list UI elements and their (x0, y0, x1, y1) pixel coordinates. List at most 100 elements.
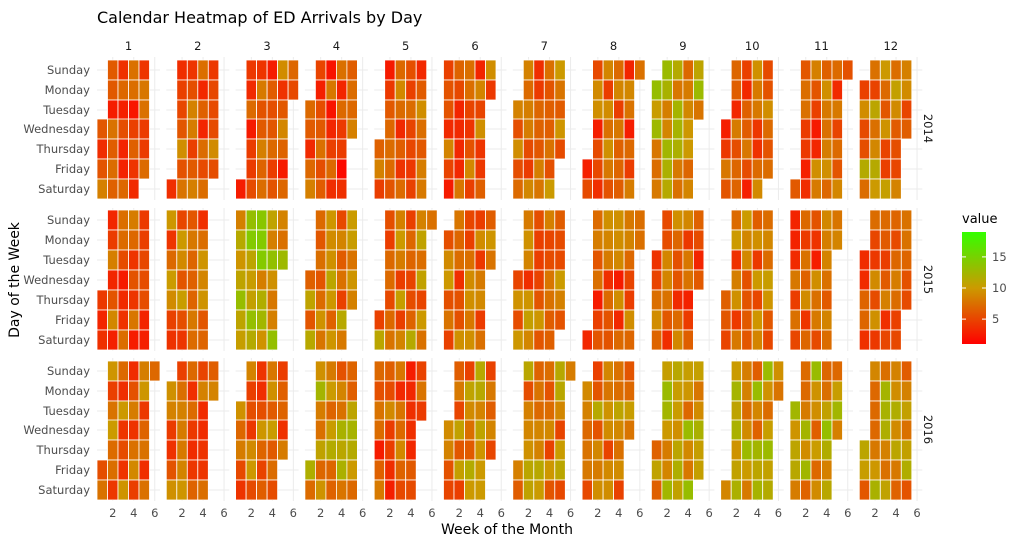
heatmap-tile (693, 459, 705, 481)
heatmap-tile (373, 360, 386, 382)
heatmap-tile (522, 178, 535, 200)
heatmap-tile (533, 380, 545, 402)
y-axis-title: Day of the Week (7, 221, 23, 338)
heatmap-tile (602, 289, 614, 311)
heatmap-tile (730, 380, 743, 402)
heatmap-tile (613, 380, 625, 402)
heatmap-tile (373, 178, 386, 200)
heatmap-tile (405, 249, 417, 271)
heatmap-tile (415, 158, 428, 180)
heatmap-tile (197, 249, 209, 271)
heatmap-tile (720, 309, 732, 331)
heatmap-tile (405, 439, 417, 461)
heatmap-tile (277, 400, 289, 422)
heatmap-tile (128, 138, 140, 160)
heatmap-tile (117, 400, 129, 422)
heatmap-tile (533, 209, 545, 231)
heatmap-tile (730, 158, 743, 180)
heatmap-tile (661, 249, 673, 271)
heatmap-tile (869, 118, 881, 140)
heatmap-tile (138, 79, 150, 101)
heatmap-tile (464, 380, 476, 402)
heatmap-tile (543, 138, 556, 160)
heatmap-tile (384, 479, 396, 501)
heatmap-tile (464, 439, 476, 461)
heatmap-tile (741, 99, 753, 121)
heatmap-tile (325, 419, 337, 441)
heatmap-tile (325, 99, 337, 121)
heatmap-tile (651, 138, 663, 160)
heatmap-tile (256, 400, 268, 422)
heatmap-tile (900, 360, 913, 382)
heatmap-tile (415, 289, 428, 311)
heatmap-tile (592, 439, 604, 461)
week-tick-label: 2 (525, 506, 532, 520)
heatmap-tile (879, 59, 892, 81)
heatmap-tile (661, 269, 673, 291)
day-tick-label: Monday (45, 83, 91, 97)
heatmap-tile (117, 99, 129, 121)
heatmap-tile (256, 459, 268, 481)
heatmap-tile (730, 118, 743, 140)
heatmap-tile (900, 249, 913, 271)
heatmap-tile (256, 138, 268, 160)
heatmap-tile (869, 79, 881, 101)
heatmap-tile (394, 158, 407, 180)
heatmap-tile (682, 229, 694, 251)
heatmap-tile (346, 118, 358, 140)
heatmap-tile (800, 329, 812, 351)
heatmap-tile (869, 59, 881, 81)
heatmap-tile (543, 439, 556, 461)
heatmap-tile (138, 269, 150, 291)
heatmap-tile (661, 178, 673, 200)
heatmap-tile (96, 289, 108, 311)
heatmap-tile (443, 479, 455, 501)
heatmap-tile (373, 400, 386, 422)
heatmap-tile (900, 209, 913, 231)
heatmap-tile (900, 79, 913, 101)
heatmap-tile (751, 459, 764, 481)
heatmap-tile (890, 309, 902, 331)
chart-title: Calendar Heatmap of ED Arrivals by Day (97, 8, 422, 27)
heatmap-tile (900, 439, 913, 461)
heatmap-tile (186, 138, 199, 160)
heatmap-tile (543, 380, 556, 402)
heatmap-tile (325, 79, 337, 101)
heatmap-tile (245, 79, 258, 101)
heatmap-tile (592, 209, 604, 231)
heatmap-tile (107, 249, 119, 271)
heatmap-tile (634, 209, 646, 231)
heatmap-tile (900, 229, 913, 251)
heatmap-tile (672, 118, 684, 140)
heatmap-tile (314, 269, 327, 291)
heatmap-tile (800, 99, 812, 121)
heatmap-tile (235, 229, 247, 251)
heatmap-tile (335, 249, 348, 271)
heatmap-tile (107, 118, 119, 140)
heatmap-tile (751, 249, 764, 271)
week-tick-label: 4 (477, 506, 484, 520)
heatmap-tile (522, 439, 535, 461)
heatmap-tile (890, 329, 902, 351)
heatmap-tile (672, 79, 684, 101)
heatmap-tile (107, 289, 119, 311)
heatmap-tile (672, 329, 684, 351)
heatmap-tile (235, 289, 247, 311)
heatmap-tile (741, 118, 753, 140)
heatmap-tile (197, 400, 209, 422)
heatmap-tile (443, 289, 455, 311)
week-tick-label: 2 (733, 506, 740, 520)
heatmap-tile (485, 360, 497, 382)
heatmap-tile (613, 229, 625, 251)
heatmap-tile (405, 59, 417, 81)
heatmap-tile (384, 269, 396, 291)
heatmap-tile (869, 360, 881, 382)
heatmap-tile (474, 118, 486, 140)
heatmap-tile (879, 209, 892, 231)
week-tick-label: 2 (663, 506, 670, 520)
heatmap-tile (405, 360, 417, 382)
heatmap-tile (554, 209, 566, 231)
heatmap-tile (831, 419, 843, 441)
heatmap-tile (107, 459, 119, 481)
heatmap-tile (693, 59, 705, 81)
